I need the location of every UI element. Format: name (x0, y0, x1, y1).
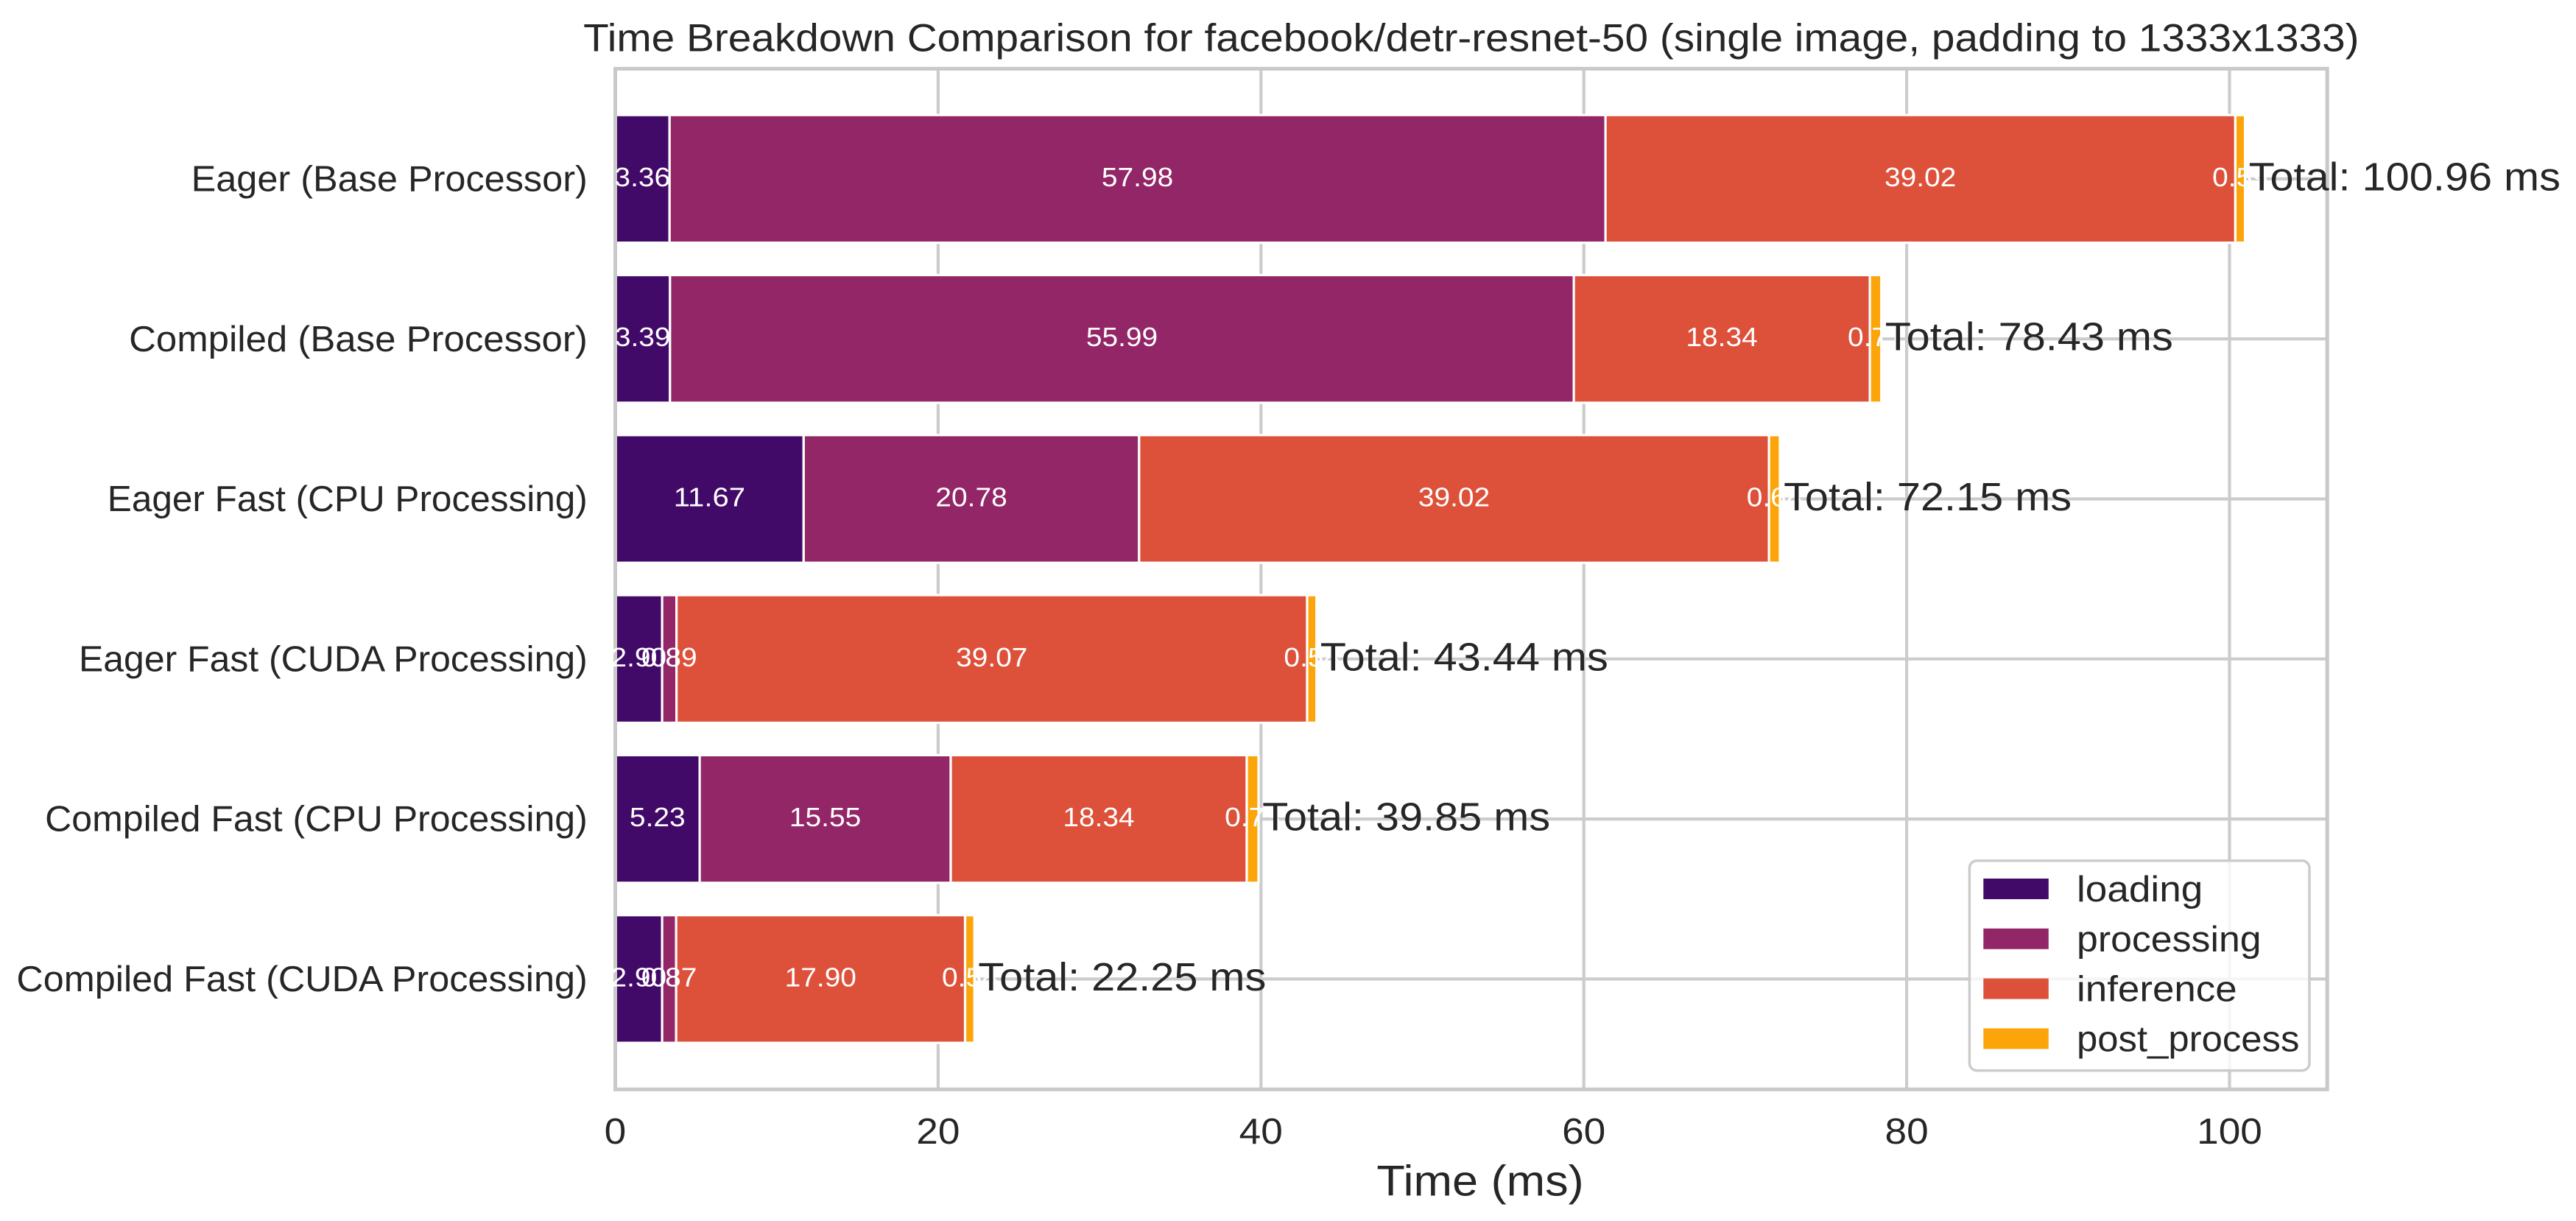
svg-text:57.98: 57.98 (1102, 162, 1173, 192)
svg-text:0.89: 0.89 (641, 642, 697, 672)
svg-text:3.36: 3.36 (614, 162, 670, 192)
svg-text:0.68: 0.68 (1747, 482, 1803, 513)
svg-text:39.02: 39.02 (1885, 162, 1956, 192)
svg-text:inference: inference (2077, 970, 2237, 1010)
svg-text:18.34: 18.34 (1063, 802, 1134, 832)
svg-text:39.02: 39.02 (1418, 482, 1490, 513)
svg-text:Total: 39.85 ms: Total: 39.85 ms (1262, 795, 1550, 840)
svg-text:18.34: 18.34 (1686, 322, 1757, 352)
svg-text:20: 20 (916, 1112, 960, 1152)
svg-text:0.58: 0.58 (1284, 642, 1340, 672)
svg-text:0: 0 (605, 1112, 627, 1152)
svg-text:5.23: 5.23 (630, 802, 686, 832)
svg-text:Total: 22.25 ms: Total: 22.25 ms (978, 955, 1266, 999)
svg-text:Eager (Base Processor): Eager (Base Processor) (191, 160, 588, 200)
svg-text:loading: loading (2077, 870, 2203, 909)
svg-text:100: 100 (2197, 1112, 2262, 1152)
svg-text:15.55: 15.55 (789, 802, 861, 832)
svg-text:20.78: 20.78 (935, 482, 1007, 513)
svg-text:2.90: 2.90 (610, 962, 666, 992)
svg-text:Compiled Fast (CUDA Processing: Compiled Fast (CUDA Processing) (16, 960, 587, 999)
svg-text:Total: 72.15 ms: Total: 72.15 ms (1784, 475, 2072, 519)
svg-text:0.58: 0.58 (942, 962, 998, 992)
svg-text:17.90: 17.90 (785, 962, 856, 992)
svg-text:Total: 43.44 ms: Total: 43.44 ms (1320, 635, 1608, 679)
svg-text:Total: 100.96 ms: Total: 100.96 ms (2249, 155, 2561, 199)
svg-text:post_process: post_process (2077, 1019, 2299, 1059)
svg-text:3.39: 3.39 (615, 322, 671, 352)
svg-text:11.67: 11.67 (674, 482, 745, 513)
svg-text:Compiled (Base Processor): Compiled (Base Processor) (129, 320, 588, 359)
svg-text:0.59: 0.59 (2212, 162, 2268, 192)
svg-text:39.07: 39.07 (956, 642, 1027, 672)
svg-text:60: 60 (1562, 1112, 1605, 1152)
svg-text:0.71: 0.71 (1848, 322, 1904, 352)
svg-text:Total: 78.43 ms: Total: 78.43 ms (1885, 315, 2173, 359)
svg-text:80: 80 (1885, 1112, 1929, 1152)
svg-text:processing: processing (2077, 920, 2262, 960)
svg-text:Time (ms): Time (ms) (1376, 1158, 1583, 1206)
svg-text:55.99: 55.99 (1086, 322, 1158, 352)
svg-text:Time Breakdown Comparison for: Time Breakdown Comparison for facebook/d… (583, 16, 2359, 60)
svg-text:Compiled Fast (CPU Processing): Compiled Fast (CPU Processing) (45, 800, 588, 840)
svg-text:2.90: 2.90 (610, 642, 666, 672)
svg-text:40: 40 (1239, 1112, 1283, 1152)
svg-text:Eager Fast (CPU Processing): Eager Fast (CPU Processing) (108, 479, 588, 519)
svg-text:0.87: 0.87 (641, 962, 697, 992)
svg-text:0.73: 0.73 (1225, 802, 1281, 832)
svg-text:Eager Fast (CUDA Processing): Eager Fast (CUDA Processing) (79, 639, 588, 679)
